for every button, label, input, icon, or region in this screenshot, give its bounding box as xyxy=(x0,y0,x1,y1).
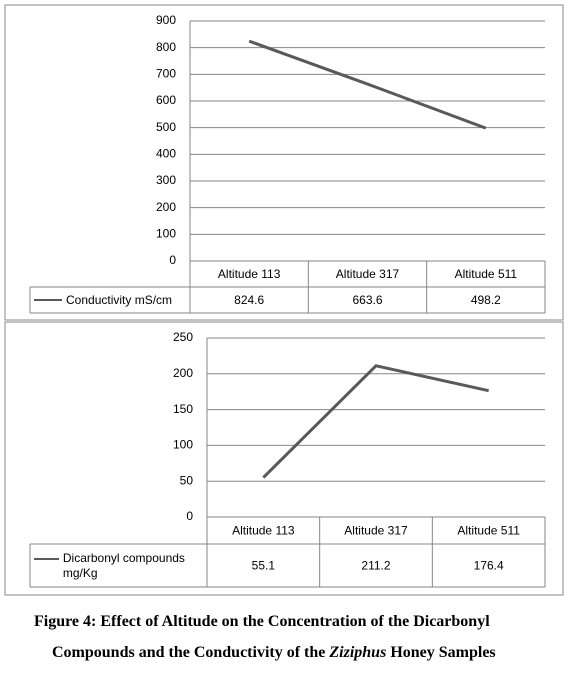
caption-text: Compounds and the Conductivity of the xyxy=(52,644,325,661)
legend-entry: Conductivity mS/cm xyxy=(34,287,188,313)
y-tick-label: 400 xyxy=(156,147,176,161)
data-line xyxy=(248,39,487,130)
caption-text: Honey Samples xyxy=(390,644,495,661)
data-line xyxy=(262,364,489,479)
table-value: 824.6 xyxy=(234,293,264,307)
y-tick-label: 100 xyxy=(173,438,193,452)
table-value: 176.4 xyxy=(474,559,504,573)
y-tick-label: 200 xyxy=(173,366,193,380)
y-tick-label: 250 xyxy=(173,330,193,344)
caption-line-2: Compounds and the Conductivity of the Zi… xyxy=(52,644,496,661)
table-value: 55.1 xyxy=(252,559,276,573)
legend-entry: Dicarbonyl compounds mg/Kg xyxy=(34,544,205,587)
x-tick-label: Altitude 511 xyxy=(455,267,518,281)
caption-text: Effect of Altitude on the Concentration … xyxy=(100,613,490,630)
x-tick-label: Altitude 511 xyxy=(457,524,520,538)
table-value: 498.2 xyxy=(471,293,501,307)
x-tick-label: Altitude 113 xyxy=(218,267,281,281)
chart-frame xyxy=(4,321,564,596)
y-tick-label: 900 xyxy=(156,13,176,27)
legend: Dicarbonyl compounds mg/Kg xyxy=(34,544,205,587)
y-tick-label: 100 xyxy=(156,227,176,241)
x-tick-label: Altitude 113 xyxy=(232,524,295,538)
legend-label: Conductivity mS/cm xyxy=(66,292,173,307)
legend-swatch xyxy=(34,299,62,301)
caption-italic: Ziziphus xyxy=(328,644,386,661)
y-tick-label: 0 xyxy=(186,509,193,523)
y-tick-label: 150 xyxy=(173,402,193,416)
y-tick-label: 800 xyxy=(156,40,176,54)
y-tick-label: 300 xyxy=(156,173,176,187)
table-value: 663.6 xyxy=(352,293,382,307)
y-tick-label: 50 xyxy=(180,473,194,487)
caption-line-1: Figure 4: Effect of Altitude on the Conc… xyxy=(34,613,490,630)
chart-frame xyxy=(4,4,564,321)
legend-label: Dicarbonyl compounds mg/Kg xyxy=(62,550,185,580)
x-tick-label: Altitude 317 xyxy=(336,267,400,281)
y-tick-label: 700 xyxy=(156,67,176,81)
legend-swatch xyxy=(34,558,59,560)
y-tick-label: 200 xyxy=(156,200,176,214)
y-tick-label: 500 xyxy=(156,120,176,134)
table-value: 211.2 xyxy=(361,559,390,573)
y-tick-label: 600 xyxy=(156,93,176,107)
caption-prefix: Figure 4: xyxy=(34,613,96,630)
y-tick-label: 0 xyxy=(169,253,176,267)
x-tick-label: Altitude 317 xyxy=(344,524,408,538)
legend: Conductivity mS/cm xyxy=(34,287,188,313)
